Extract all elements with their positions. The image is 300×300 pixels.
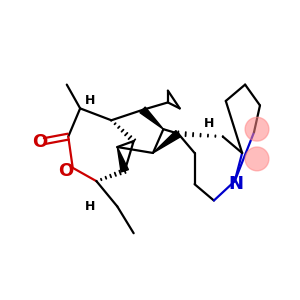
Circle shape	[245, 117, 269, 141]
Text: O: O	[32, 133, 48, 151]
Polygon shape	[153, 130, 181, 153]
Text: N: N	[229, 175, 244, 193]
Text: H: H	[85, 200, 96, 213]
Polygon shape	[140, 107, 164, 129]
Text: H: H	[204, 117, 214, 130]
Circle shape	[245, 147, 269, 171]
Text: H: H	[85, 94, 96, 107]
Polygon shape	[117, 147, 128, 172]
Text: O: O	[58, 162, 74, 180]
